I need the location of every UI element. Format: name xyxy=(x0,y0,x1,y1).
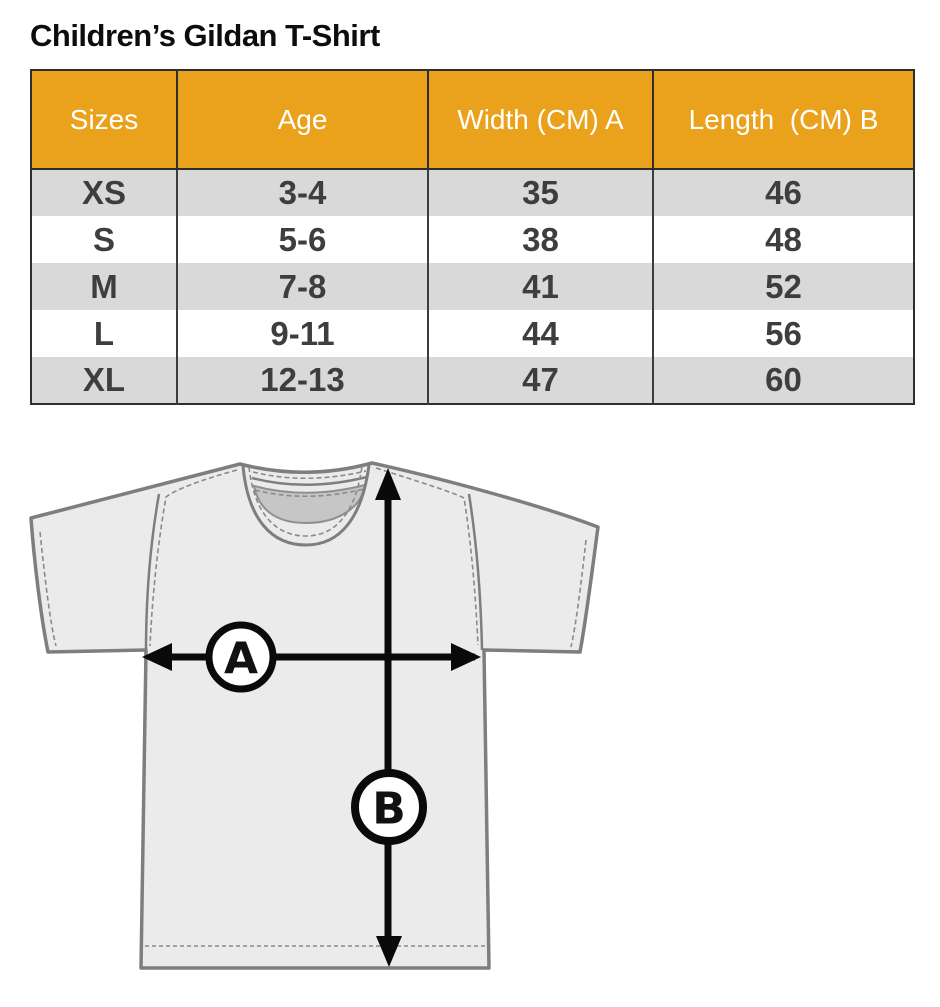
width-cell: 38 xyxy=(427,216,653,263)
table-header-row: Sizes Age Width (CM) A Length (CM) B xyxy=(31,70,914,170)
page-title: Children’s Gildan T-Shirt xyxy=(30,18,380,53)
left-shoulder-stitch xyxy=(149,469,238,647)
width-cell: 44 xyxy=(427,310,653,357)
length-label-badge: B xyxy=(351,769,427,845)
age-cell: 5-6 xyxy=(176,216,428,263)
width-cell: 47 xyxy=(427,357,653,404)
length-arrow xyxy=(375,468,402,967)
width-arrow xyxy=(142,643,481,671)
width-cell: 41 xyxy=(427,263,653,310)
column-header-sizes: Sizes xyxy=(31,70,177,170)
size-chart-table: Sizes Age Width (CM) A Length (CM) B XS … xyxy=(30,69,915,405)
size-cell: L xyxy=(31,310,177,357)
age-cell: 9-11 xyxy=(176,310,428,357)
column-header-width: Width (CM) A xyxy=(427,70,653,170)
table-row: S 5-6 38 48 xyxy=(31,216,914,263)
length-cell: 56 xyxy=(652,310,914,357)
table-row: XS 3-4 35 46 xyxy=(31,169,914,216)
length-label: B xyxy=(372,784,406,835)
size-cell: XL xyxy=(31,357,177,404)
right-shoulder-stitch xyxy=(375,467,479,646)
age-cell: 3-4 xyxy=(176,169,428,216)
arrow-left-head xyxy=(142,643,172,671)
tshirt-body xyxy=(29,461,600,970)
collar-front-stitch xyxy=(248,465,363,537)
table-row: M 7-8 41 52 xyxy=(31,263,914,310)
column-header-age: Age xyxy=(176,70,428,170)
right-sleeve-seam xyxy=(467,493,484,651)
table-row: XL 12-13 47 60 xyxy=(31,357,914,404)
size-cell: M xyxy=(31,263,177,310)
collar-back-stitch-2 xyxy=(254,488,365,498)
length-cell: 48 xyxy=(652,216,914,263)
arrow-up-head xyxy=(375,468,401,500)
arrow-right-head xyxy=(451,643,481,671)
column-header-length: Length (CM) B xyxy=(652,70,914,170)
table-row: L 9-11 44 56 xyxy=(31,310,914,357)
age-cell: 12-13 xyxy=(176,357,428,404)
age-cell: 7-8 xyxy=(176,263,428,310)
width-cell: 35 xyxy=(427,169,653,216)
collar-front-edge xyxy=(241,464,371,547)
length-cell: 46 xyxy=(652,169,914,216)
left-sleeve-stitch xyxy=(39,531,57,647)
right-sleeve-stitch xyxy=(570,539,587,648)
collar-back-seam xyxy=(251,475,368,486)
left-sleeve-seam xyxy=(144,493,161,651)
size-cell: S xyxy=(31,216,177,263)
collar-back-stitch xyxy=(252,470,367,480)
length-cell: 52 xyxy=(652,263,914,310)
size-cell: XS xyxy=(31,169,177,216)
length-cell: 60 xyxy=(652,357,914,404)
width-label-badge: A xyxy=(205,621,277,693)
arrow-down-head xyxy=(376,936,402,967)
width-label: A xyxy=(224,634,258,685)
